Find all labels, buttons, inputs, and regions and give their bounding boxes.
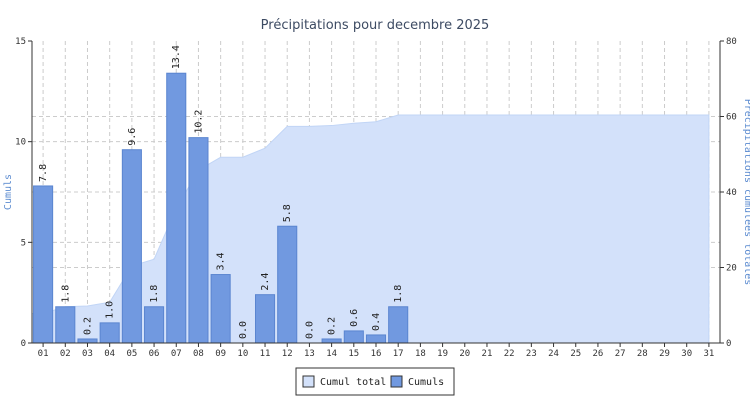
y-tick-label: 15: [15, 37, 26, 47]
x-tick-label: 09: [215, 349, 226, 359]
x-tick-label: 21: [482, 349, 493, 359]
bar-label-08: 10.2: [193, 110, 204, 134]
bar-label-09: 3.4: [216, 252, 227, 270]
x-tick-label: 05: [126, 349, 137, 359]
y-tick-label: 10: [15, 138, 26, 148]
bar-01: [33, 185, 54, 344]
bar-05: [121, 149, 142, 344]
y2-tick-label: 20: [726, 264, 737, 274]
x-tick-label: 31: [703, 349, 714, 359]
x-tick-label: 15: [348, 349, 359, 359]
bar-label-12: 5.8: [282, 204, 293, 222]
y2-tick-label: 0: [726, 339, 731, 349]
bar-16: [365, 334, 387, 344]
bar-label-13: 0.0: [304, 321, 315, 339]
y2-axis-title: Précipitations cumulées totales: [742, 99, 750, 286]
chart-title: Précipitations pour decembre 2025: [261, 18, 490, 33]
bar-label-17: 1.8: [393, 285, 404, 303]
x-tick-label: 06: [149, 349, 160, 359]
bar-12: [277, 225, 298, 344]
bar-label-07: 13.4: [171, 45, 182, 69]
legend-box: [295, 367, 455, 396]
x-tick-label: 30: [681, 349, 692, 359]
bar-label-15: 0.6: [349, 309, 360, 327]
x-tick-label: 27: [615, 349, 626, 359]
x-tick-label: 25: [570, 349, 581, 359]
x-tick-label: 19: [437, 349, 448, 359]
bar-11: [254, 294, 276, 344]
x-tick-label: 23: [526, 349, 537, 359]
bar-label-16: 0.4: [371, 313, 382, 331]
legend-swatch-area: [302, 375, 315, 388]
x-tick-label: 29: [659, 349, 670, 359]
bar-label-05: 9.6: [127, 128, 138, 146]
x-tick-label: 17: [393, 349, 404, 359]
x-tick-label: 22: [504, 349, 515, 359]
x-tick-label: 11: [260, 349, 271, 359]
bar-label-02: 1.8: [60, 285, 71, 303]
bar-label-03: 0.2: [82, 317, 93, 335]
bar-label-14: 0.2: [327, 317, 338, 335]
legend-label-bar: Cumuls: [408, 377, 444, 388]
x-tick-label: 18: [415, 349, 426, 359]
x-tick-label: 12: [282, 349, 293, 359]
y2-tick-label: 80: [726, 37, 737, 47]
x-tick-label: 20: [459, 349, 470, 359]
x-tick-label: 26: [593, 349, 604, 359]
bar-label-10: 0.0: [238, 321, 249, 339]
y-tick-label: 0: [21, 339, 26, 349]
bar-label-11: 2.4: [260, 273, 271, 291]
bar-15: [343, 330, 364, 344]
x-tick-label: 28: [637, 349, 648, 359]
bar-03: [77, 338, 98, 344]
bars: [33, 72, 409, 344]
x-tick-label: 02: [60, 349, 71, 359]
x-tick-label: 16: [371, 349, 382, 359]
x-tick-label: 08: [193, 349, 204, 359]
bar-09: [210, 274, 231, 344]
x-tick-label: 13: [304, 349, 315, 359]
y-tick-label: 5: [21, 238, 26, 248]
bar-label-06: 1.8: [149, 285, 160, 303]
legend: Cumul total Cumuls: [295, 367, 455, 396]
bar-label-01: 7.8: [38, 164, 49, 182]
legend-label-area: Cumul total: [320, 377, 386, 388]
bar-02: [55, 306, 76, 344]
x-tick-label: 03: [82, 349, 93, 359]
legend-swatch-bar: [390, 375, 403, 388]
y2-tick-label: 60: [726, 113, 737, 123]
bar-07: [166, 72, 187, 344]
bar-labels: 7.8 1.8 0.2 1.0 9.6 1.8 13.4 10.2 3.4 0.0 2.4 5.8 0.…: [38, 45, 404, 339]
x-tick-label: 01: [38, 349, 49, 359]
y2-tick-label: 40: [726, 188, 737, 198]
x-tick-label: 04: [104, 349, 115, 359]
bar-label-04: 1.0: [105, 301, 116, 319]
x-tick-label: 07: [171, 349, 182, 359]
bar-04: [99, 322, 120, 344]
bar-06: [144, 306, 165, 344]
y-axis-title: Cumuls: [3, 174, 14, 210]
bar-17: [388, 306, 409, 344]
bar-14: [321, 338, 342, 344]
x-tick-label: 10: [237, 349, 248, 359]
bar-08: [188, 137, 209, 344]
x-tick-label: 24: [548, 349, 559, 359]
x-tick-label: 14: [326, 349, 337, 359]
